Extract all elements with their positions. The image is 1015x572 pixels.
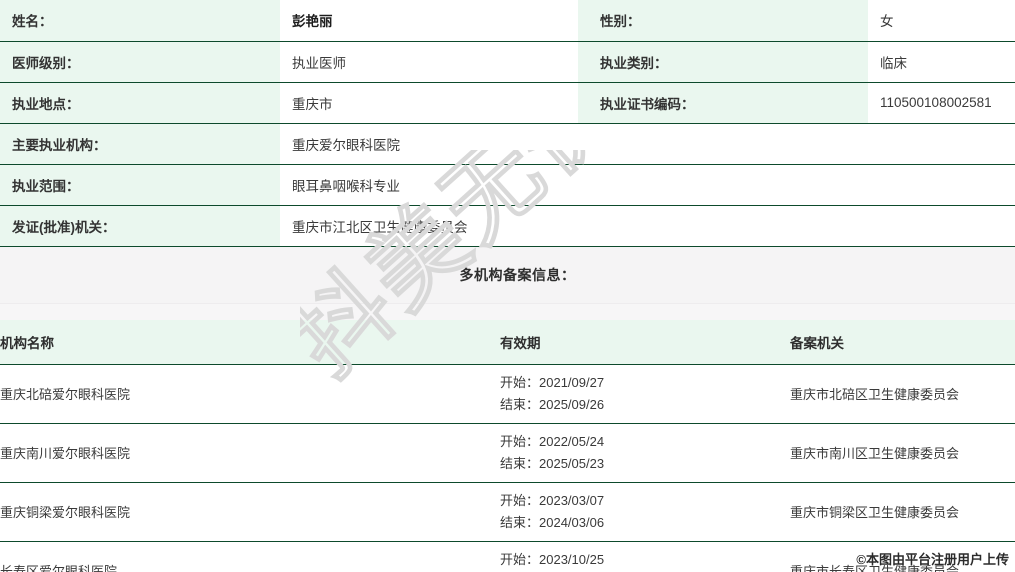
field-label-gender: 性别： [578,0,868,42]
field-value-practice-category: 临床 [868,41,1015,83]
validity-end: 结束：2025/09/26 [500,396,605,412]
profile-row: 执业范围： 眼耳鼻咽喉科专业 [0,164,1015,206]
cell-validity: 开始：2022/05/24 结束：2025/05/23 [500,423,790,483]
corner-watermark: ©本图由平台注册用户上传 [856,552,1009,567]
cell-org-name: 重庆铜梁爱尔眼科医院 [0,482,500,542]
cell-validity: 开始：2021/09/27 结束：2025/09/26 [500,364,790,424]
filing-records-table: 机构名称 有效期 备案机关 重庆北碚爱尔眼科医院 开始：2021/09/27 结… [0,319,1015,572]
field-label-issuing-authority: 发证(批准)机关： [0,205,280,247]
cell-filing-authority: 重庆市北碚区卫生健康委员会 [790,364,1015,424]
cell-filing-authority: 重庆市南川区卫生健康委员会 [790,423,1015,483]
field-label-practice-scope: 执业范围： [0,164,280,206]
column-header-filing-authority: 备案机关 [790,319,1015,365]
validity-start: 开始：2023/03/07 [500,493,605,509]
table-row: 重庆北碚爱尔眼科医院 开始：2021/09/27 结束：2025/09/26 重… [0,364,1015,424]
cell-org-name: 重庆北碚爱尔眼科医院 [0,364,500,424]
validity-end: 结束：2024/03/06 [500,514,605,530]
cell-filing-authority: 重庆市铜梁区卫生健康委员会 [790,482,1015,542]
validity-end: 结束：2025/05/23 [500,455,605,471]
cell-validity: 开始：2023/03/07 结束：2024/03/06 [500,482,790,542]
table-row: 长寿区爱尔眼科医院 开始：2023/10/25 结束：2026/10/24 重庆… [0,541,1015,572]
field-value-main-institution: 重庆爱尔眼科医院 [280,123,1015,165]
column-header-org-name: 机构名称 [0,319,500,365]
validity-start: 开始：2022/05/24 [500,434,605,450]
profile-row: 执业地点： 重庆市 执业证书编码： 110500108002581 [0,82,1015,124]
field-value-doctor-level: 执业医师 [280,41,578,83]
validity-start: 开始：2023/10/25 [500,552,605,568]
profile-info-table: 姓名： 彭艳丽 性别： 女 医师级别： 执业医师 执业类别： 临床 执业地点： … [0,0,1015,247]
profile-row: 医师级别： 执业医师 执业类别： 临床 [0,41,1015,83]
profile-row: 主要执业机构： 重庆爱尔眼科医院 [0,123,1015,165]
profile-row: 发证(批准)机关： 重庆市江北区卫生健康委员会 [0,205,1015,247]
cell-org-name: 重庆南川爱尔眼科医院 [0,423,500,483]
field-label-license-number: 执业证书编码： [578,82,868,124]
table-row: 重庆南川爱尔眼科医院 开始：2022/05/24 结束：2025/05/23 重… [0,423,1015,483]
section-spacer [0,303,1015,320]
field-value-license-number: 110500108002581 [868,82,1015,124]
cell-filing-authority: 重庆市长寿区卫生健康委员会 [790,541,1015,572]
field-label-name: 姓名： [0,0,280,42]
field-label-main-institution: 主要执业机构： [0,123,280,165]
table-header-row: 机构名称 有效期 备案机关 [0,319,1015,365]
field-label-practice-category: 执业类别： [578,41,868,83]
field-value-practice-location: 重庆市 [280,82,578,124]
field-label-practice-location: 执业地点： [0,82,280,124]
section-title: 多机构备案信息： [459,266,576,283]
table-row: 重庆铜梁爱尔眼科医院 开始：2023/03/07 结束：2024/03/06 重… [0,482,1015,542]
validity-start: 开始：2021/09/27 [500,375,605,391]
profile-row: 姓名： 彭艳丽 性别： 女 [0,0,1015,42]
field-label-doctor-level: 医师级别： [0,41,280,83]
cell-validity: 开始：2023/10/25 结束：2026/10/24 [500,541,790,572]
field-value-issuing-authority: 重庆市江北区卫生健康委员会 [280,205,1015,247]
multi-institution-section-banner: 多机构备案信息： [0,246,1015,304]
field-value-practice-scope: 眼耳鼻咽喉科专业 [280,164,1015,206]
field-value-gender: 女 [868,0,1015,42]
field-value-name: 彭艳丽 [280,0,578,42]
column-header-validity: 有效期 [500,319,790,365]
cell-org-name: 长寿区爱尔眼科医院 [0,541,500,572]
